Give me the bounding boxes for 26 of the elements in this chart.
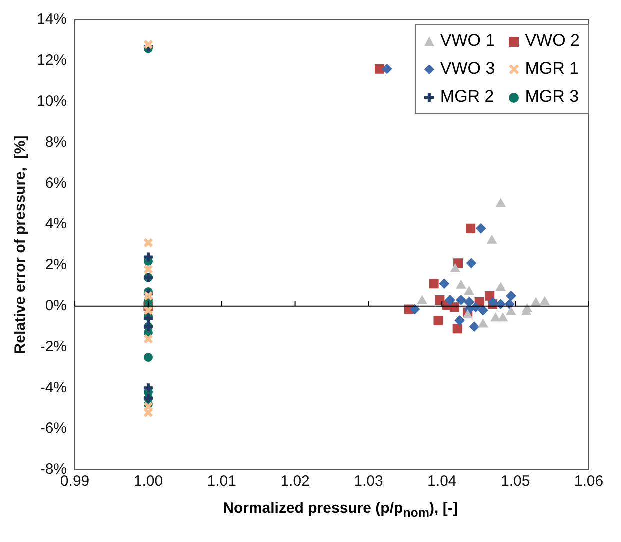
y-tick-label: 10% (36, 92, 68, 110)
x-tick-label: 1.00 (134, 473, 164, 490)
y-tick-label: 6% (45, 174, 68, 192)
x-tick-label: 1.02 (280, 473, 310, 490)
x-tick-label: 1.06 (574, 473, 604, 490)
y-tick-label: 0% (45, 298, 68, 315)
y-tick-label: -4% (40, 379, 68, 396)
y-tick-label: 12% (36, 52, 68, 70)
x-tick-label: 1.04 (428, 473, 457, 490)
legend-label: VWO 1 (439, 31, 496, 51)
y-axis-title: Relative error of pressure, [%] (12, 136, 30, 354)
x-tick-label: 1.03 (354, 473, 384, 490)
legend-label: MGR 3 (524, 87, 580, 107)
y-tick-label: -6% (40, 420, 68, 438)
legend-label: VWO 2 (524, 31, 580, 51)
y-tick-label: 8% (45, 134, 68, 151)
y-tick-label: 4% (45, 216, 68, 233)
x-tick-label: 1.01 (207, 473, 236, 490)
y-tick-label: -2% (40, 338, 68, 356)
x-axis-title: Normalized pressure (p/p$_{nom}$), [-] (222, 500, 459, 520)
x-tick-label: 1.05 (500, 473, 530, 490)
legend-label: MGR 2 (439, 87, 496, 107)
legend-label: MGR 1 (524, 59, 580, 79)
y-tick-label: 14% (36, 11, 68, 28)
y-tick-label: 2% (45, 256, 68, 274)
legend-label: VWO 3 (439, 59, 496, 79)
